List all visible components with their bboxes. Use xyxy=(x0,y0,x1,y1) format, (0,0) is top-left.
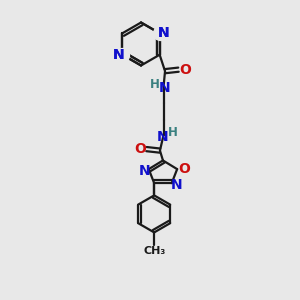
Text: N: N xyxy=(157,130,169,144)
Text: O: O xyxy=(134,142,146,156)
Text: N: N xyxy=(113,48,124,62)
Text: N: N xyxy=(139,164,150,178)
Text: N: N xyxy=(158,26,170,40)
Text: N: N xyxy=(158,26,170,40)
Text: N: N xyxy=(158,81,170,95)
Text: CH₃: CH₃ xyxy=(143,246,165,256)
Text: H: H xyxy=(168,126,177,139)
Text: O: O xyxy=(178,162,190,176)
Text: N: N xyxy=(113,48,124,62)
Text: N: N xyxy=(170,178,182,192)
Text: O: O xyxy=(179,63,191,77)
Text: H: H xyxy=(150,78,160,91)
